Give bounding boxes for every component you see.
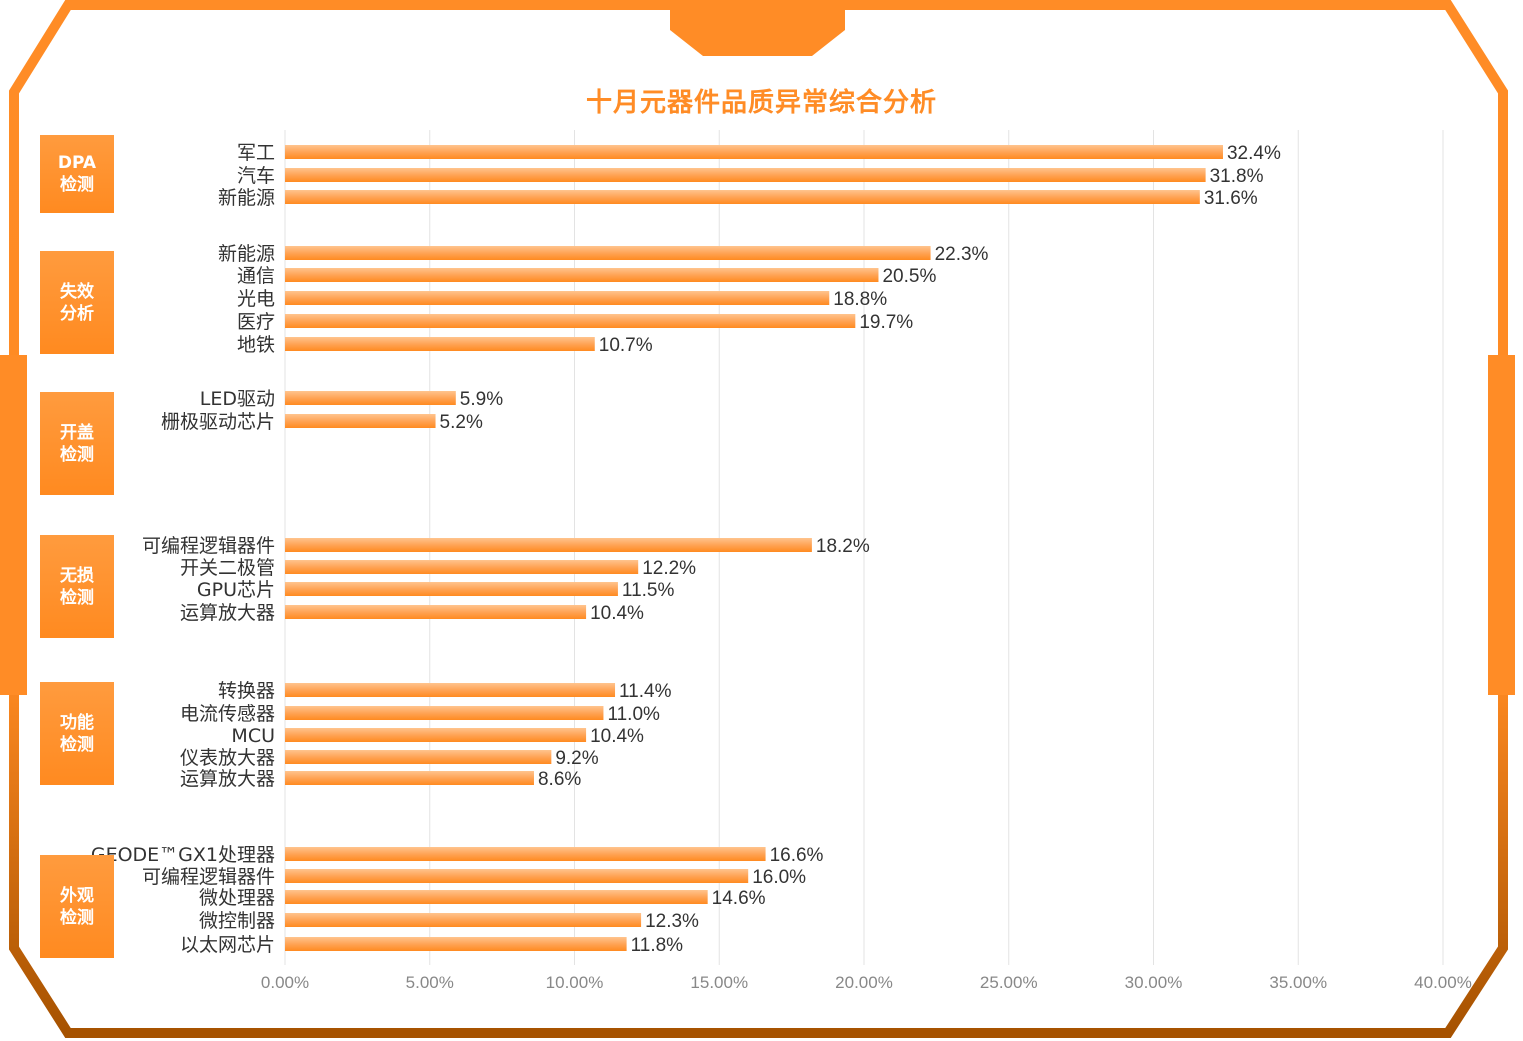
data-label: 10.7% xyxy=(599,335,653,356)
data-label: 10.4% xyxy=(590,603,644,624)
bar xyxy=(285,913,642,927)
x-tick-label: 40.00% xyxy=(1414,973,1472,992)
bar xyxy=(285,582,618,596)
data-label: 31.8% xyxy=(1210,166,1264,187)
category-label: 转换器 xyxy=(218,680,275,702)
x-tick-label: 0.00% xyxy=(261,973,309,992)
data-label: 31.6% xyxy=(1204,188,1258,209)
bar xyxy=(285,847,766,861)
category-label: 通信 xyxy=(237,265,275,287)
data-label: 5.2% xyxy=(440,412,483,433)
group-label: 无损 检测 xyxy=(40,535,114,638)
category-label: LED驱动 xyxy=(200,388,275,410)
category-label: 汽车 xyxy=(237,165,275,187)
category-label: 栅极驱动芯片 xyxy=(161,411,275,433)
category-label: 新能源 xyxy=(218,243,275,265)
bar xyxy=(285,538,812,552)
bar xyxy=(285,890,708,904)
category-label: 新能源 xyxy=(218,187,275,209)
x-tick-label: 10.00% xyxy=(546,973,604,992)
category-label: MCU xyxy=(231,725,275,747)
x-tick-label: 5.00% xyxy=(406,973,454,992)
category-label: 军工 xyxy=(237,142,275,164)
x-tick-label: 15.00% xyxy=(690,973,748,992)
bar xyxy=(285,246,931,260)
category-label: 微处理器 xyxy=(199,887,275,909)
x-tick-label: 25.00% xyxy=(980,973,1038,992)
data-label: 19.7% xyxy=(859,312,913,333)
frame-right-tab xyxy=(1488,355,1515,695)
bar xyxy=(285,414,436,428)
bar xyxy=(285,268,879,282)
bar xyxy=(285,750,552,764)
data-label: 11.5% xyxy=(622,580,675,601)
x-tick-label: 30.00% xyxy=(1125,973,1183,992)
bar xyxy=(285,937,627,951)
data-label: 5.9% xyxy=(460,389,503,410)
data-label: 14.6% xyxy=(712,888,766,909)
bar xyxy=(285,706,604,720)
data-label: 18.8% xyxy=(833,289,887,310)
group-label: 开盖 检测 xyxy=(40,392,114,495)
bar xyxy=(285,190,1200,204)
bar xyxy=(285,168,1206,182)
category-label: 仪表放大器 xyxy=(180,747,275,769)
bar xyxy=(285,683,616,697)
data-label: 18.2% xyxy=(816,536,870,557)
category-label: 电流传感器 xyxy=(180,703,275,725)
x-tick-label: 20.00% xyxy=(835,973,893,992)
category-label: 可编程逻辑器件 xyxy=(142,866,275,888)
category-label: 开关二极管 xyxy=(180,557,275,579)
data-label: 16.6% xyxy=(770,845,824,866)
category-label: 医疗 xyxy=(237,311,275,333)
frame-left-tab xyxy=(0,355,27,695)
data-label: 8.6% xyxy=(538,769,581,790)
data-label: 9.2% xyxy=(555,748,598,769)
category-label: 光电 xyxy=(237,288,275,310)
bar xyxy=(285,869,749,883)
bar xyxy=(285,560,639,574)
category-label: GEODE™GX1处理器 xyxy=(91,844,275,866)
bar xyxy=(285,337,595,351)
frame-top-tab xyxy=(670,8,845,56)
group-label: DPA 检测 xyxy=(40,135,114,213)
category-label: 运算放大器 xyxy=(180,602,275,624)
data-label: 11.4% xyxy=(619,681,672,702)
data-label: 10.4% xyxy=(590,726,644,747)
data-label: 11.8% xyxy=(631,935,684,956)
bar xyxy=(285,771,534,785)
bar xyxy=(285,391,456,405)
data-label: 11.0% xyxy=(607,704,660,725)
group-label: 失效 分析 xyxy=(40,251,114,354)
bar xyxy=(285,314,856,328)
data-label: 32.4% xyxy=(1227,143,1281,164)
data-label: 22.3% xyxy=(935,244,989,265)
data-label: 20.5% xyxy=(882,266,936,287)
category-label: 运算放大器 xyxy=(180,768,275,790)
category-label: 以太网芯片 xyxy=(180,934,275,956)
category-label: 微控制器 xyxy=(199,910,275,932)
bar xyxy=(285,605,587,619)
data-label: 16.0% xyxy=(752,867,806,888)
bar xyxy=(285,728,587,742)
bar xyxy=(285,145,1223,159)
x-tick-label: 35.00% xyxy=(1269,973,1327,992)
category-label: 地铁 xyxy=(237,334,275,356)
category-label: GPU芯片 xyxy=(197,579,275,601)
group-label: 功能 检测 xyxy=(40,682,114,785)
data-label: 12.3% xyxy=(645,911,699,932)
bar xyxy=(285,291,830,305)
data-label: 12.2% xyxy=(642,558,696,579)
chart-title: 十月元器件品质异常综合分析 xyxy=(585,88,937,118)
group-label: 外观 检测 xyxy=(40,855,114,958)
category-label: 可编程逻辑器件 xyxy=(142,535,275,557)
